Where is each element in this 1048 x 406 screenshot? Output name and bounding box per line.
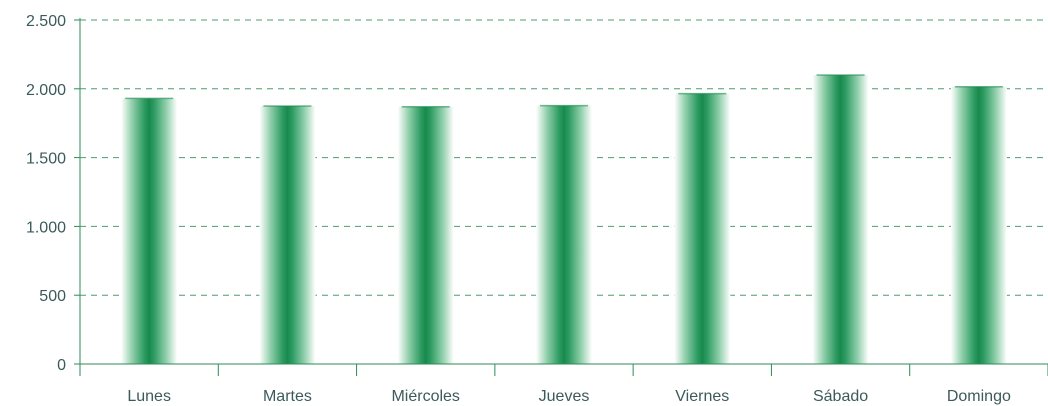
y-tick-labels: 0 500 1.000 1.500 2.000 2.500 <box>26 13 66 374</box>
y-tick-label: 0 <box>57 357 66 374</box>
x-tick-label: Martes <box>263 388 312 405</box>
y-tick-label: 2.500 <box>26 13 66 30</box>
x-tick-label: Viernes <box>675 388 729 405</box>
bars <box>121 74 1007 365</box>
y-tick-label: 1.500 <box>26 151 66 168</box>
axes <box>74 18 1048 376</box>
y-tick-label: 500 <box>39 288 66 305</box>
y-tick-label: 1.000 <box>26 219 66 236</box>
x-tick-label: Sábado <box>813 388 868 405</box>
x-tick-label: Miércoles <box>391 388 459 405</box>
x-tick-label: Jueves <box>539 388 590 405</box>
x-tick-label: Lunes <box>127 388 171 405</box>
x-tick-labels: Lunes Martes Miércoles Jueves Viernes Sábado D… <box>127 388 1011 405</box>
x-tick-label: Domingo <box>947 388 1011 405</box>
y-tick-label: 2.000 <box>26 82 66 99</box>
